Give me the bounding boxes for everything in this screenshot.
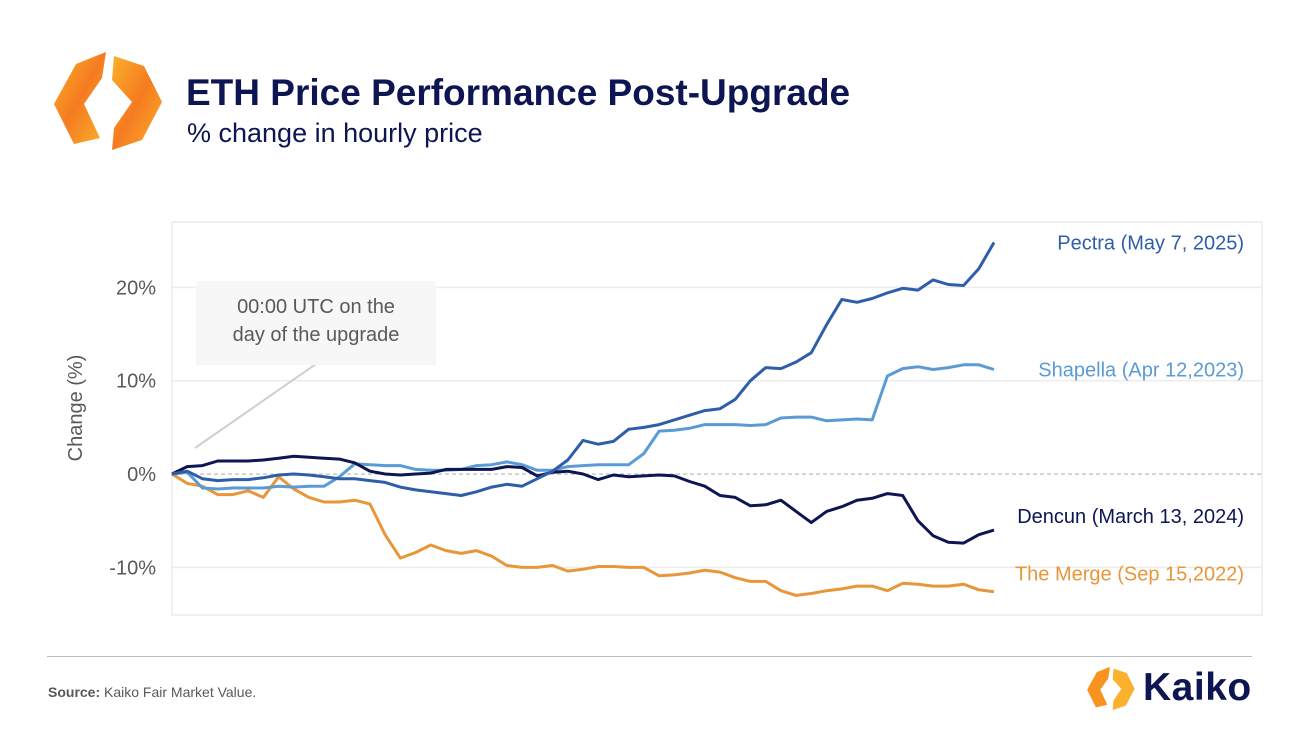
series-line-0 <box>171 472 995 597</box>
annotation-leader-line <box>194 363 317 449</box>
series-label: Pectra (May 7, 2025) <box>1057 233 1244 255</box>
series-line-2 <box>171 454 995 545</box>
footer-divider <box>47 656 1252 657</box>
annotation-box <box>196 281 436 365</box>
kaiko-brand: Kaiko <box>1085 666 1252 710</box>
y-tick-label: 20% <box>116 277 156 299</box>
brand-name: Kaiko <box>1143 666 1252 709</box>
plot-border <box>171 221 1263 616</box>
y-tick-label: 0% <box>127 464 156 486</box>
y-axis-label: Change (%) <box>65 355 87 462</box>
series-label: The Merge (Sep 15,2022) <box>1015 564 1244 586</box>
annotation: 00:00 UTC on the day of the upgrade <box>194 281 436 449</box>
source-note: Source: Kaiko Fair Market Value. <box>48 684 256 700</box>
series-label: Shapella (Apr 12,2023) <box>1038 359 1244 381</box>
page-subtitle: % change in hourly price <box>187 118 483 148</box>
source-text: Kaiko Fair Market Value. <box>104 684 257 700</box>
kaiko-logo-icon <box>1087 666 1135 710</box>
series-line-1 <box>171 363 995 491</box>
kaiko-logo-mark <box>50 50 162 155</box>
series-label: Dencun (March 13, 2024) <box>1017 506 1244 528</box>
y-tick-label: 10% <box>116 371 156 393</box>
hexagon-logo-icon <box>54 52 162 150</box>
line-chart: 20% 10% 0% -10% Change (%) 00:00 UTC on the… <box>65 221 1263 616</box>
source-label: Source: <box>48 684 101 700</box>
series-line-3 <box>171 241 996 497</box>
page-title: ETH Price Performance Post-Upgrade <box>186 72 851 113</box>
y-tick-label: -10% <box>109 557 156 579</box>
annotation-text: 00:00 UTC on the day of the upgrade <box>233 296 400 346</box>
